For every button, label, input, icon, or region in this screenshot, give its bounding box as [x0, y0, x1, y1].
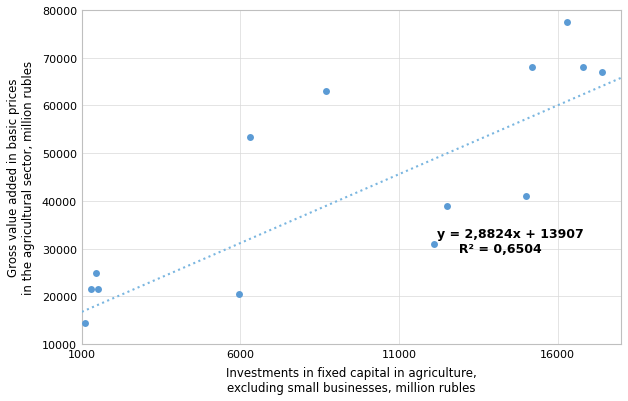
X-axis label: Investments in fixed capital in agriculture,
excluding small businesses, million: Investments in fixed capital in agricult…	[226, 366, 477, 394]
Y-axis label: Gross value added in basic prices
in the agricultural sector, million rubles: Gross value added in basic prices in the…	[7, 61, 35, 294]
Point	[80, 320, 90, 326]
Point	[234, 291, 244, 298]
Point	[245, 134, 255, 140]
Point	[321, 89, 331, 95]
Point	[562, 20, 572, 26]
Point	[528, 65, 538, 71]
Text: y = 2,8824x + 13907
     R² = 0,6504: y = 2,8824x + 13907 R² = 0,6504	[437, 228, 584, 255]
Point	[87, 286, 97, 293]
Point	[93, 286, 103, 293]
Point	[578, 65, 588, 71]
Point	[597, 70, 607, 76]
Point	[521, 194, 531, 200]
Point	[441, 203, 452, 209]
Point	[429, 241, 439, 247]
Point	[91, 270, 101, 276]
